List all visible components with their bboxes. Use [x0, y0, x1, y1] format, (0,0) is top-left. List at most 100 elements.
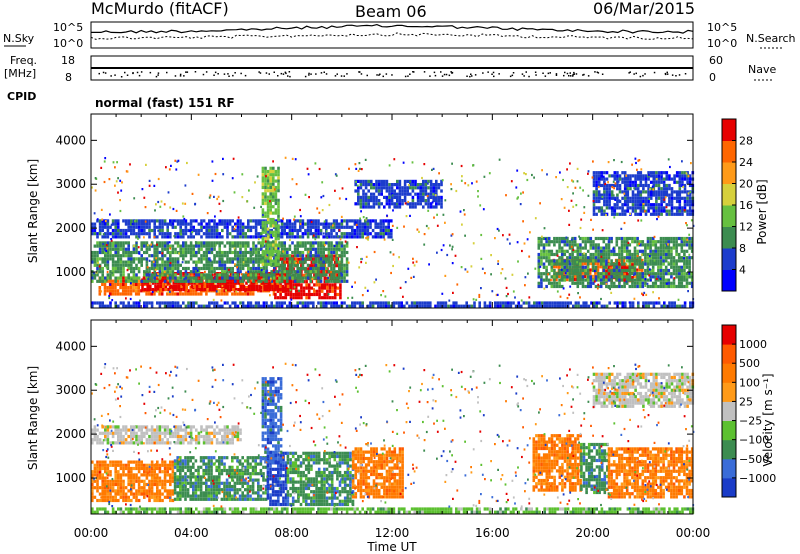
heatmap-cell — [111, 292, 115, 296]
heatmap-cell — [158, 301, 162, 305]
heatmap-cell — [234, 241, 237, 245]
heatmap-cell — [182, 254, 185, 258]
heatmap-cell — [293, 279, 297, 283]
heatmap-cell — [542, 256, 546, 260]
heatmap-cell — [189, 222, 193, 226]
heatmap-cell — [309, 247, 312, 251]
heatmap-cell — [364, 222, 367, 226]
heatmap-cell — [301, 222, 305, 226]
heatmap-cell — [257, 279, 260, 283]
heatmap-cell — [553, 272, 556, 276]
heatmap-cell — [649, 190, 653, 194]
nave-point — [525, 71, 527, 73]
heatmap-cell — [631, 199, 635, 204]
heatmap-speckle — [102, 243, 105, 246]
heatmap-cell — [241, 254, 245, 258]
heatmap-cell — [545, 284, 548, 289]
heatmap-speckle — [636, 168, 638, 171]
heatmap-cell — [345, 257, 349, 261]
heatmap-cell — [636, 236, 639, 241]
heatmap-cell — [239, 222, 242, 226]
heatmap-cell — [228, 244, 232, 248]
heatmap-cell — [690, 240, 694, 244]
heatmap-cell — [390, 304, 393, 308]
heatmap-cell — [639, 209, 643, 213]
heatmap-cell — [234, 257, 237, 261]
heatmap-cell — [330, 276, 333, 280]
nave-point — [391, 74, 393, 76]
heatmap-cell — [576, 256, 580, 260]
heatmap-cell — [247, 222, 250, 226]
heatmap-cell — [301, 235, 305, 239]
heatmap-cell — [237, 278, 240, 282]
heatmap-cell — [375, 179, 378, 183]
heatmap-cell — [239, 244, 242, 248]
heatmap-cell — [621, 301, 624, 305]
heatmap-cell — [304, 228, 307, 233]
heatmap-cell — [213, 241, 216, 245]
heatmap-cell — [651, 268, 655, 273]
heatmap-speckle — [519, 203, 522, 206]
heatmap-cell — [299, 279, 302, 283]
heatmap-cell — [662, 190, 666, 194]
heatmap-cell — [597, 180, 601, 184]
heatmap-cell — [240, 288, 243, 292]
heatmap-cell — [184, 247, 188, 251]
heatmap-cell — [662, 262, 665, 266]
heatmap-cell — [686, 180, 689, 184]
heatmap-cell — [330, 250, 333, 255]
heatmap-cell — [618, 252, 621, 257]
heatmap-cell — [263, 288, 266, 292]
heatmap-cell — [406, 192, 409, 196]
heatmap-speckle — [516, 197, 519, 200]
heatmap-cell — [605, 203, 609, 207]
heatmap-cell — [560, 240, 564, 244]
heatmap-cell — [127, 254, 130, 258]
heatmap-cell — [374, 301, 377, 305]
heatmap-cell — [642, 190, 645, 194]
heatmap-cell — [439, 304, 442, 308]
heatmap-speckle — [664, 196, 667, 199]
nsky-left-tick-top: 10^5 — [53, 21, 83, 34]
heatmap-cell — [122, 247, 125, 251]
heatmap-cell — [258, 288, 261, 292]
heatmap-cell — [581, 256, 585, 260]
heatmap-cell — [106, 232, 110, 236]
heatmap-cell — [260, 273, 263, 277]
heatmap-cell — [262, 273, 266, 277]
heatmap-cell — [296, 273, 299, 277]
heatmap-cell — [660, 174, 663, 178]
heatmap-cell — [213, 257, 216, 261]
heatmap-cell — [675, 284, 678, 289]
heatmap-cell — [293, 263, 297, 267]
heatmap-cell — [672, 243, 676, 247]
nave-point — [304, 75, 307, 78]
heatmap-speckle — [217, 290, 220, 293]
heatmap-cell — [266, 249, 270, 254]
heatmap-cell — [668, 212, 671, 216]
heatmap-cell — [688, 174, 692, 178]
heatmap-cell — [114, 270, 117, 274]
heatmap-cell — [670, 265, 673, 269]
heatmap-cell — [340, 247, 344, 251]
heatmap-cell — [132, 279, 136, 283]
heatmap-cell — [293, 222, 297, 226]
heatmap-cell — [636, 174, 640, 178]
heatmap-speckle — [252, 253, 254, 256]
heatmap-cell — [185, 284, 188, 288]
nave-point — [185, 71, 187, 73]
heatmap-cell — [166, 250, 169, 255]
heatmap-cell — [634, 196, 637, 200]
heatmap-cell — [618, 275, 621, 279]
heatmap-cell — [114, 228, 117, 233]
heatmap-cell — [287, 264, 290, 268]
heatmap-speckle — [483, 175, 486, 178]
heatmap-cell — [358, 235, 362, 239]
heatmap-cell — [279, 257, 282, 261]
heatmap-cell — [174, 247, 177, 251]
heatmap-cell — [221, 273, 224, 277]
heatmap-cell — [600, 209, 604, 213]
heatmap-cell — [634, 199, 637, 204]
heatmap-cell — [426, 304, 429, 308]
